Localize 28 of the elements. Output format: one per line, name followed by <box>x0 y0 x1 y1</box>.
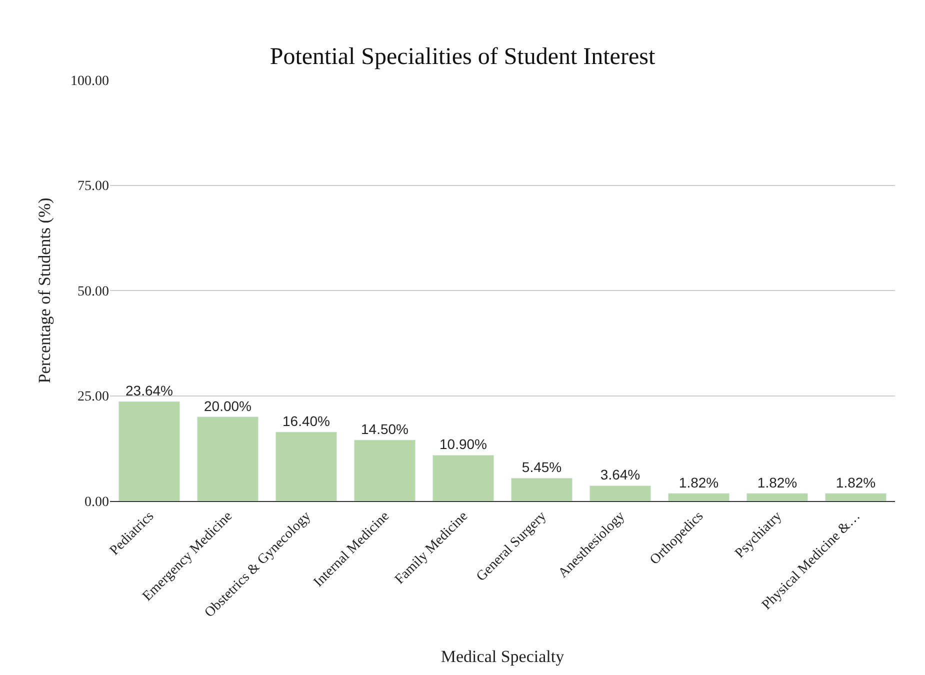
bar <box>275 432 338 501</box>
bar <box>354 440 416 501</box>
bar <box>824 493 887 501</box>
bar <box>589 485 652 501</box>
data-label: 16.40% <box>282 412 330 429</box>
data-label: 1.82% <box>836 474 876 490</box>
data-label: 20.00% <box>204 398 252 414</box>
bar <box>746 493 808 501</box>
y-tick-label: 100.00 <box>70 74 109 89</box>
y-tick-label: 25.00 <box>78 390 109 405</box>
bar <box>196 416 259 501</box>
bar <box>668 493 730 501</box>
bar <box>510 478 573 501</box>
data-label: 3.64% <box>600 466 640 483</box>
data-label: 23.64% <box>126 382 173 398</box>
data-label: 5.45% <box>522 459 562 476</box>
y-tick-label: 75.00 <box>78 179 109 194</box>
chart-title: Potential Specialities of Student Interest <box>270 44 656 70</box>
data-label: 1.82% <box>678 474 719 490</box>
bar <box>432 454 494 501</box>
y-tick-label: 50.00 <box>78 284 109 300</box>
bar <box>118 401 180 501</box>
data-label: 10.90% <box>440 436 487 452</box>
y-axis-title: Percentage of Students (%) <box>35 198 54 384</box>
x-axis-title: Medical Specialty <box>440 647 565 666</box>
data-label: 1.82% <box>757 474 798 490</box>
data-label: 14.50% <box>361 420 408 437</box>
y-tick-label: 0.00 <box>84 494 109 510</box>
